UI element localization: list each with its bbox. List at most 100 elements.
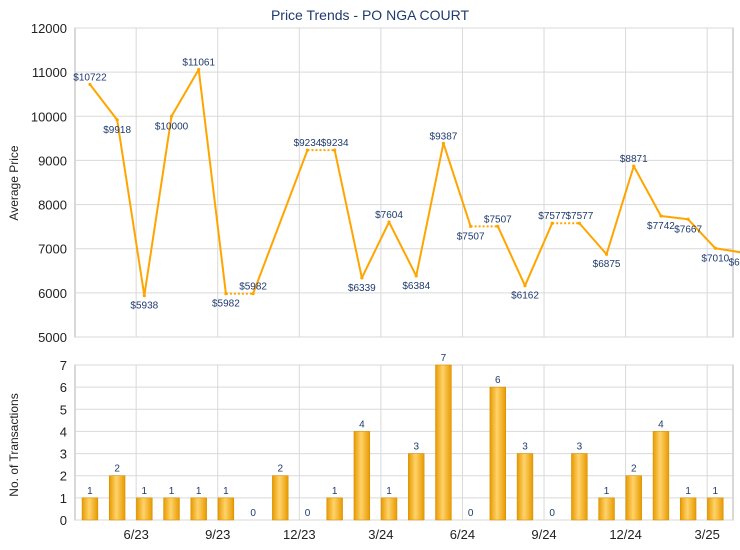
price-line-segment — [170, 68, 200, 117]
price-data-label: $9387 — [430, 131, 458, 142]
x-tick-label: 3/25 — [695, 527, 720, 542]
transaction-count-label: 6 — [495, 375, 501, 386]
price-point — [414, 274, 418, 278]
price-line-segment — [116, 119, 146, 296]
price-point — [604, 252, 609, 256]
price-data-label: $10722 — [73, 72, 107, 83]
price-data-label: $6384 — [402, 281, 430, 292]
transaction-count-label: 2 — [114, 464, 120, 475]
transaction-bar — [679, 497, 697, 521]
price-line-segment — [605, 165, 635, 255]
price-data-label: $6912 — [729, 258, 740, 269]
price-point — [441, 141, 446, 145]
price-line-segment — [715, 247, 740, 254]
transaction-count-label: 4 — [658, 419, 664, 430]
price-data-label: $9918 — [103, 125, 131, 136]
transaction-bar — [272, 475, 289, 521]
transaction-count-label: 1 — [142, 486, 148, 497]
price-data-label: $9234 — [294, 138, 322, 149]
transaction-count-label: 1 — [386, 486, 392, 497]
count-y-tick-label: 3 — [60, 447, 67, 462]
price-point — [577, 221, 581, 225]
price-y-tick-label: 11000 — [32, 65, 67, 80]
transaction-bar — [108, 475, 126, 521]
price-line-segment — [143, 116, 173, 296]
price-line-segment — [89, 83, 118, 121]
transaction-count-label: 2 — [631, 464, 637, 475]
price-point — [305, 148, 310, 152]
transaction-count-label: 3 — [577, 442, 583, 453]
transaction-bar — [652, 431, 670, 521]
price-data-label: $7010 — [701, 253, 729, 264]
price-y-tick-label: 10000 — [31, 109, 67, 124]
transaction-count-label: 3 — [522, 442, 528, 453]
price-point — [523, 284, 527, 288]
price-point — [333, 148, 337, 152]
price-data-label: $5938 — [130, 301, 158, 312]
price-point — [387, 220, 391, 224]
price-data-label: $7667 — [674, 224, 702, 235]
transaction-bar — [408, 453, 425, 521]
count-y-axis-title: No. of Transactions — [7, 393, 21, 496]
price-y-tick-label: 9000 — [38, 153, 67, 168]
price-point — [224, 292, 228, 296]
transaction-count-label: 7 — [441, 353, 447, 364]
count-y-tick-label: 7 — [60, 358, 67, 373]
x-tick-label: 6/24 — [450, 527, 475, 542]
price-data-label: $11061 — [182, 57, 215, 68]
x-tick-label: 12/24 — [609, 527, 642, 542]
transaction-bar — [136, 497, 153, 521]
transaction-count-label: 2 — [278, 464, 284, 475]
transaction-bar — [489, 386, 506, 521]
price-point — [632, 164, 636, 168]
price-data-label: $6162 — [511, 291, 539, 302]
price-line-segment — [496, 225, 526, 287]
transaction-count-label: 3 — [413, 442, 419, 453]
price-line-segment — [578, 222, 608, 255]
x-tick-label: 3/24 — [368, 527, 393, 542]
transaction-count-label: 1 — [87, 486, 93, 497]
transaction-bar — [625, 475, 642, 521]
transaction-bar — [190, 497, 207, 521]
price-point — [115, 118, 119, 122]
transaction-bar — [163, 497, 180, 521]
transaction-count-label: 0 — [468, 508, 474, 519]
price-point — [197, 67, 201, 72]
price-y-tick-label: 7000 — [38, 242, 67, 257]
price-y-tick-label: 8000 — [38, 198, 67, 213]
transaction-count-label: 1 — [223, 486, 229, 497]
price-point — [142, 293, 146, 298]
price-point — [713, 246, 717, 250]
price-point — [169, 114, 174, 118]
transaction-bar — [707, 497, 724, 521]
count-y-tick-label: 6 — [60, 380, 67, 395]
price-point — [469, 224, 473, 228]
price-point — [251, 292, 255, 296]
transaction-bar — [81, 497, 99, 521]
transaction-count-label: 4 — [359, 419, 365, 430]
price-data-label: $7577 — [538, 211, 566, 222]
x-tick-label: 12/23 — [283, 527, 316, 542]
price-data-label: $5982 — [212, 299, 240, 310]
price-point — [550, 221, 554, 225]
price-point — [659, 214, 663, 218]
transaction-count-label: 0 — [250, 508, 256, 519]
count-y-tick-label: 5 — [60, 402, 67, 417]
transaction-bar — [380, 497, 398, 521]
price-data-label: $7742 — [647, 221, 675, 232]
transaction-bar — [571, 453, 588, 521]
price-data-label: $7507 — [457, 231, 485, 242]
price-data-label: $8871 — [620, 154, 648, 165]
transaction-count-label: 1 — [332, 486, 338, 497]
transaction-count-label: 1 — [604, 486, 610, 497]
price-data-label: $6339 — [348, 283, 376, 294]
x-tick-label: 6/23 — [124, 527, 149, 542]
transaction-bar — [217, 497, 235, 521]
transaction-count-label: 1 — [685, 486, 691, 497]
price-line-segment — [252, 149, 309, 295]
count-y-tick-label: 2 — [60, 469, 67, 484]
price-line-segment — [687, 218, 717, 249]
price-point — [686, 217, 690, 221]
price-line-segment — [524, 222, 554, 287]
price-data-label: $7507 — [484, 214, 512, 225]
